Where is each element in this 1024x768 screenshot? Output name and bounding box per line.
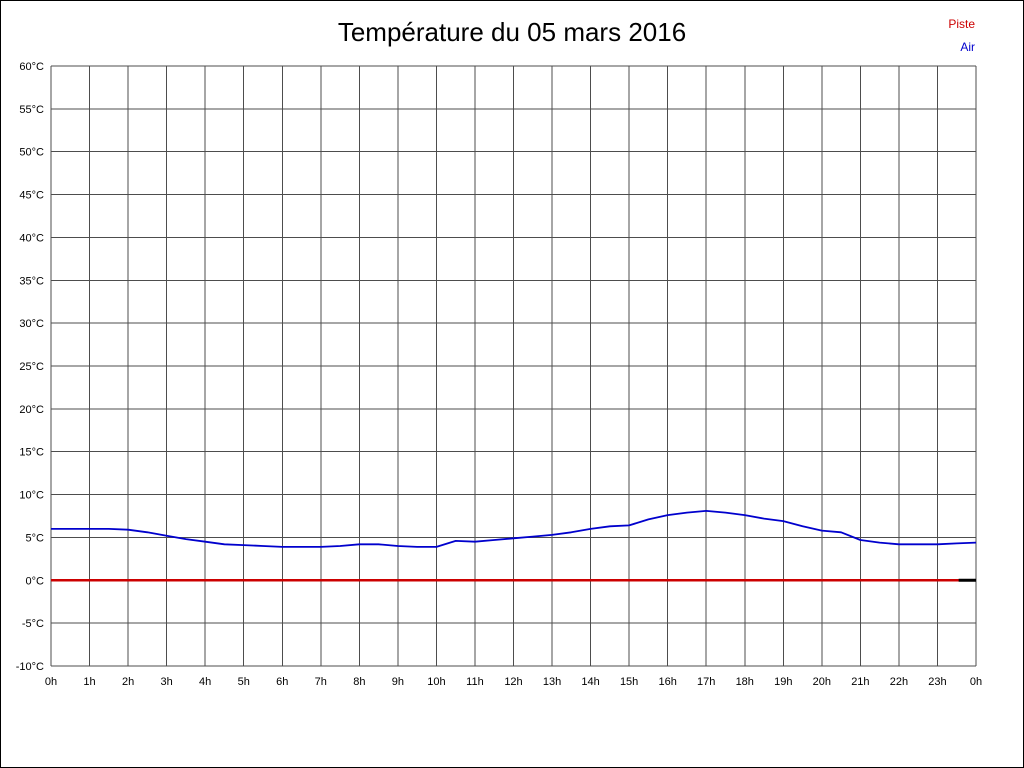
x-tick-label: 13h: [543, 676, 561, 688]
x-tick-label: 18h: [736, 676, 754, 688]
y-tick-label: 10°C: [19, 490, 44, 502]
x-tick-label: 15h: [620, 676, 638, 688]
x-tick-label: 5h: [238, 676, 250, 688]
x-tick-label: 14h: [581, 676, 599, 688]
x-tick-label: 0h: [970, 676, 982, 688]
x-tick-label: 12h: [504, 676, 522, 688]
chart-legend: Piste Air: [948, 13, 975, 59]
x-tick-label: 6h: [276, 676, 288, 688]
x-tick-label: 20h: [813, 676, 831, 688]
x-tick-label: 22h: [890, 676, 908, 688]
y-tick-label: -5°C: [22, 618, 44, 630]
y-tick-label: 50°C: [19, 147, 44, 159]
grid: [50, 65, 977, 667]
x-tick-label: 19h: [774, 676, 792, 688]
x-tick-label: 4h: [199, 676, 211, 688]
x-tick-label: 17h: [697, 676, 715, 688]
legend-piste: Piste: [948, 17, 975, 31]
x-tick-label: 9h: [392, 676, 404, 688]
x-tick-label: 10h: [427, 676, 445, 688]
y-axis-labels: 60°C 55°C 50°C 45°C 40°C 35°C 30°C 25°C 20°C 15°C…: [16, 61, 44, 673]
y-tick-label: 0°C: [26, 575, 45, 587]
x-tick-label: 11h: [466, 676, 484, 688]
y-tick-label: 30°C: [19, 318, 44, 330]
y-tick-label: -10°C: [16, 661, 44, 673]
y-tick-label: 60°C: [19, 61, 44, 73]
x-tick-label: 21h: [851, 676, 869, 688]
x-tick-label: 16h: [658, 676, 676, 688]
x-tick-label: 2h: [122, 676, 134, 688]
series-air-line: [51, 509, 977, 548]
x-tick-label: 7h: [315, 676, 327, 688]
x-tick-label: 1h: [83, 676, 95, 688]
y-tick-label: 20°C: [19, 404, 44, 416]
y-tick-label: 40°C: [19, 232, 44, 244]
y-tick-label: 15°C: [19, 447, 44, 459]
y-tick-label: 5°C: [26, 532, 45, 544]
chart-title: Température du 05 mars 2016: [337, 17, 687, 47]
x-tick-label: 23h: [928, 676, 946, 688]
x-tick-label: 8h: [353, 676, 365, 688]
y-tick-label: 55°C: [19, 104, 44, 116]
y-tick-label: 25°C: [19, 361, 44, 373]
x-axis-labels: 0h 1h 2h 3h 4h 5h 6h 7h 8h 9h 10h 11h 12h 13h 14h 15h 16…: [45, 676, 982, 688]
x-tick-label: 3h: [161, 676, 173, 688]
legend-air: Air: [960, 40, 975, 54]
y-tick-label: 45°C: [19, 190, 44, 202]
x-tick-label: 0h: [45, 676, 57, 688]
y-tick-label: 35°C: [19, 275, 44, 287]
